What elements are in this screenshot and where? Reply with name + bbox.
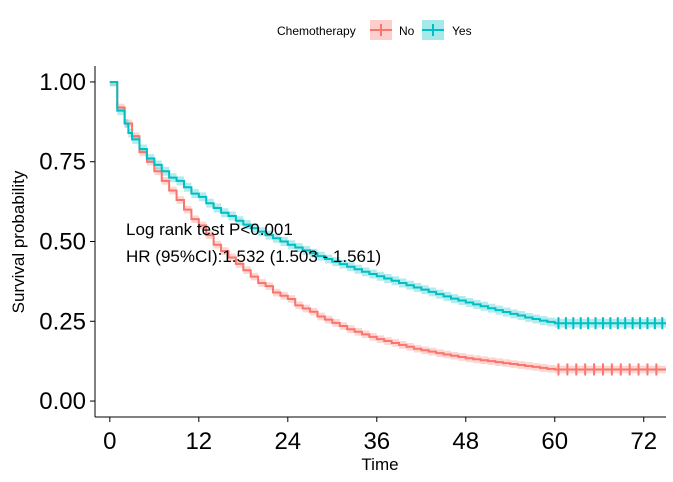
survival-curve-no bbox=[109, 80, 666, 371]
legend-label-no: No bbox=[399, 24, 415, 38]
x-tick-label: 48 bbox=[452, 428, 479, 455]
survival-curves bbox=[109, 80, 666, 371]
y-axis-title: Survival probability bbox=[9, 170, 28, 313]
legend-key-no bbox=[370, 20, 392, 40]
y-tick-label: 1.00 bbox=[39, 69, 86, 96]
x-axis-ticks: 0 12 24 36 48 60 72 bbox=[103, 417, 657, 455]
legend-title: Chemotherapy bbox=[277, 24, 356, 38]
x-tick-label: 36 bbox=[363, 428, 390, 455]
legend: Chemotherapy No Yes bbox=[277, 20, 472, 40]
x-axis-title: Time bbox=[361, 455, 398, 474]
y-tick-label: 0.75 bbox=[39, 149, 86, 176]
y-tick-label: 0.50 bbox=[39, 229, 86, 256]
y-tick-label: 0.25 bbox=[39, 308, 86, 335]
x-tick-label: 60 bbox=[541, 428, 568, 455]
legend-label-yes: Yes bbox=[452, 24, 472, 38]
y-tick-label: 0.00 bbox=[39, 388, 86, 415]
logrank-annotation: Log rank test P<0.001 bbox=[126, 220, 293, 239]
x-tick-label: 12 bbox=[185, 428, 212, 455]
censor-marks bbox=[557, 317, 664, 376]
x-tick-label: 0 bbox=[103, 428, 116, 455]
survival-curve-yes bbox=[109, 80, 666, 325]
x-tick-label: 72 bbox=[630, 428, 657, 455]
ci-band-yes bbox=[109, 81, 666, 328]
legend-key-yes bbox=[422, 20, 444, 40]
y-axis-ticks: 0.00 0.25 0.50 0.75 1.00 bbox=[39, 69, 95, 415]
hr-annotation: HR (95%CI):1.532 (1.503 - 1.561) bbox=[126, 247, 381, 266]
x-tick-label: 24 bbox=[274, 428, 301, 455]
